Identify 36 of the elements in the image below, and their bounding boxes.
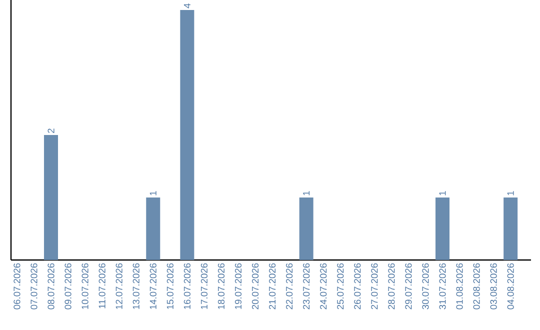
x-tick-label: 16.07.2026 [184,263,190,309]
x-tick-label: 25.07.2026 [337,263,344,310]
x-tick-label: 03.08.2026 [490,263,497,310]
x-tick-label: 30.07.2026 [422,263,429,310]
x-tick-label: 15.07.2026 [166,263,174,309]
x-tick-label: 19.07.2026 [234,263,242,309]
x-tick-label: 29.07.2026 [405,263,412,310]
x-tick-label: 31.07.2026 [439,263,446,310]
data-label: 1 [303,191,310,196]
x-tick-label: 27.07.2026 [371,263,378,310]
data-label: 4 [184,3,190,8]
x-tick-label: 21.07.2026 [268,263,276,310]
x-tick-label: 17.07.2026 [200,263,208,309]
x-tick-label: 11.07.2026 [98,263,106,308]
data-label: 1 [439,191,446,196]
x-tick-label: 02.08.2026 [473,263,480,310]
data-label: 1 [150,191,156,196]
x-tick-label: 08.07.2026 [48,263,54,310]
x-tick-label: 10.07.2026 [82,263,88,309]
x-tick-label: 22.07.2026 [286,263,293,310]
data-label: 1 [507,191,514,196]
x-tick-label: 12.07.2026 [116,263,122,309]
x-tick-label: 04.08.2026 [507,263,514,310]
x-tick-label: 28.07.2026 [388,263,395,310]
x-tick-label: 14.07.2026 [150,263,156,309]
x-tick-label: 23.07.2026 [303,263,310,310]
x-tick-label: 20.07.2026 [252,263,259,310]
x-tick-label: 01.08.2026 [456,263,463,310]
x-tick-label: 06.07.2026 [14,263,20,310]
x-tick-label: 26.07.2026 [354,263,361,310]
x-tick-label: 24.07.2026 [320,263,327,310]
x-tick-label: 18.07.2026 [218,263,225,309]
x-tick-label: 09.07.2026 [64,263,72,310]
x-tick-label: 13.07.2026 [132,263,140,309]
data-label: 2 [48,128,54,133]
x-tick-label: 07.07.2026 [30,263,38,310]
